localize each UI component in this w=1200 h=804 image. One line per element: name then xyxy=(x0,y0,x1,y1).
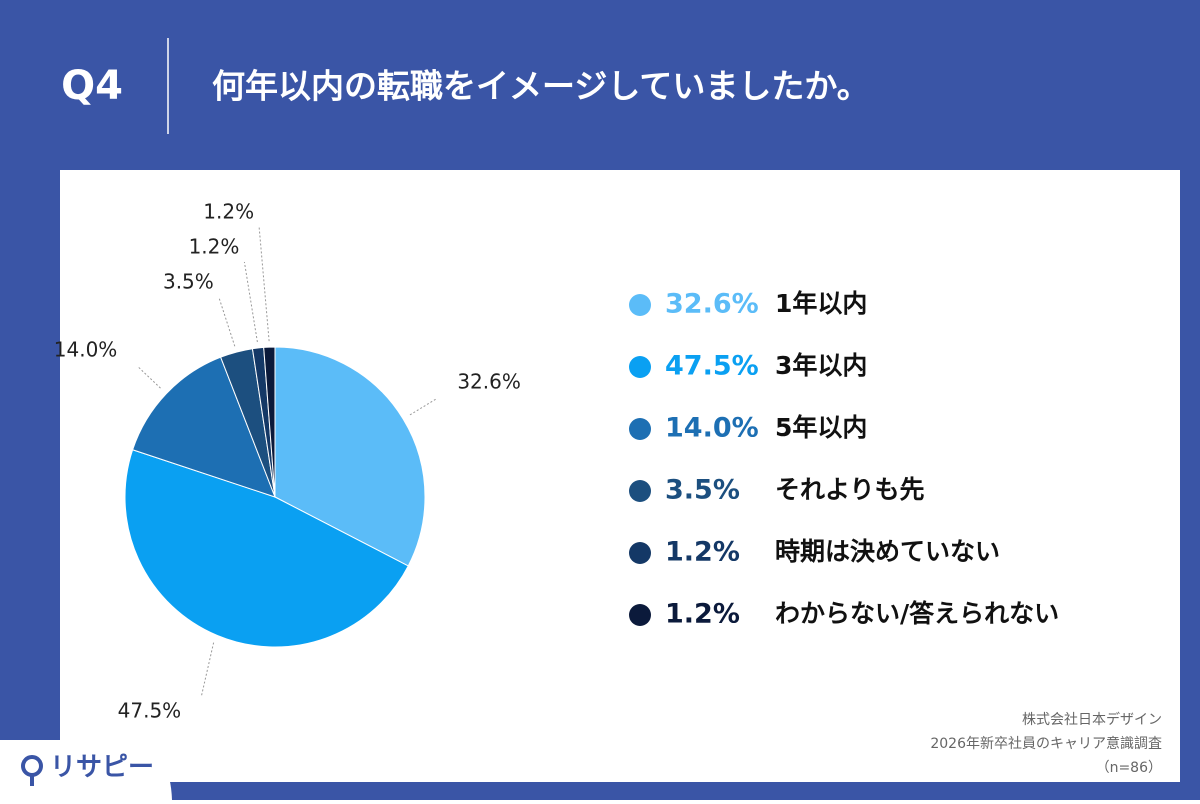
brand: リサピー xyxy=(50,753,154,783)
source-line: 2026年新卒社員のキャリア意識調査 xyxy=(930,735,1162,752)
data-label: 14.0% xyxy=(54,338,118,362)
legend-marker xyxy=(629,294,651,316)
question-title: 何年以内の転職をイメージしていましたか。 xyxy=(212,67,870,106)
legend-value: 32.6% xyxy=(665,289,759,320)
legend-label: 3年以内 xyxy=(775,351,867,380)
leader-line xyxy=(218,296,236,347)
legend-value: 3.5% xyxy=(665,475,740,506)
leader-line xyxy=(136,365,161,389)
legend-label: それよりも先 xyxy=(775,475,925,504)
legend-value: 1.2% xyxy=(665,537,740,568)
legend-label: わからない/答えられない xyxy=(775,599,1059,628)
pie-slice xyxy=(263,346,276,498)
leader-line xyxy=(200,642,215,698)
legend-marker xyxy=(629,356,651,378)
data-label: 32.6% xyxy=(457,370,521,394)
data-label: 3.5% xyxy=(163,270,214,294)
legend-value: 47.5% xyxy=(665,351,759,382)
source-line: （n=86） xyxy=(1096,760,1162,776)
legend-marker xyxy=(629,480,651,502)
legend-label: 5年以内 xyxy=(775,413,867,442)
data-label: 1.2% xyxy=(189,235,240,259)
legend-marker xyxy=(629,418,651,440)
legend-marker xyxy=(629,542,651,564)
leader-line xyxy=(258,226,270,342)
source-line: 株式会社日本デザイン xyxy=(1022,711,1162,728)
legend-value: 1.2% xyxy=(665,599,740,630)
data-label: 47.5% xyxy=(118,699,182,723)
leader-line xyxy=(409,397,438,416)
brand-tab xyxy=(0,740,172,800)
pie-slice xyxy=(124,449,409,648)
legend-label: 1年以内 xyxy=(775,289,867,318)
question-number: Q4 xyxy=(61,63,123,109)
legend-label: 時期は決めていない xyxy=(775,537,1000,566)
leader-line xyxy=(243,261,258,343)
legend-marker xyxy=(629,604,651,626)
data-label: 1.2% xyxy=(203,200,254,224)
pie-slice xyxy=(274,346,426,567)
pie-slice xyxy=(132,356,276,498)
legend-value: 14.0% xyxy=(665,413,759,444)
